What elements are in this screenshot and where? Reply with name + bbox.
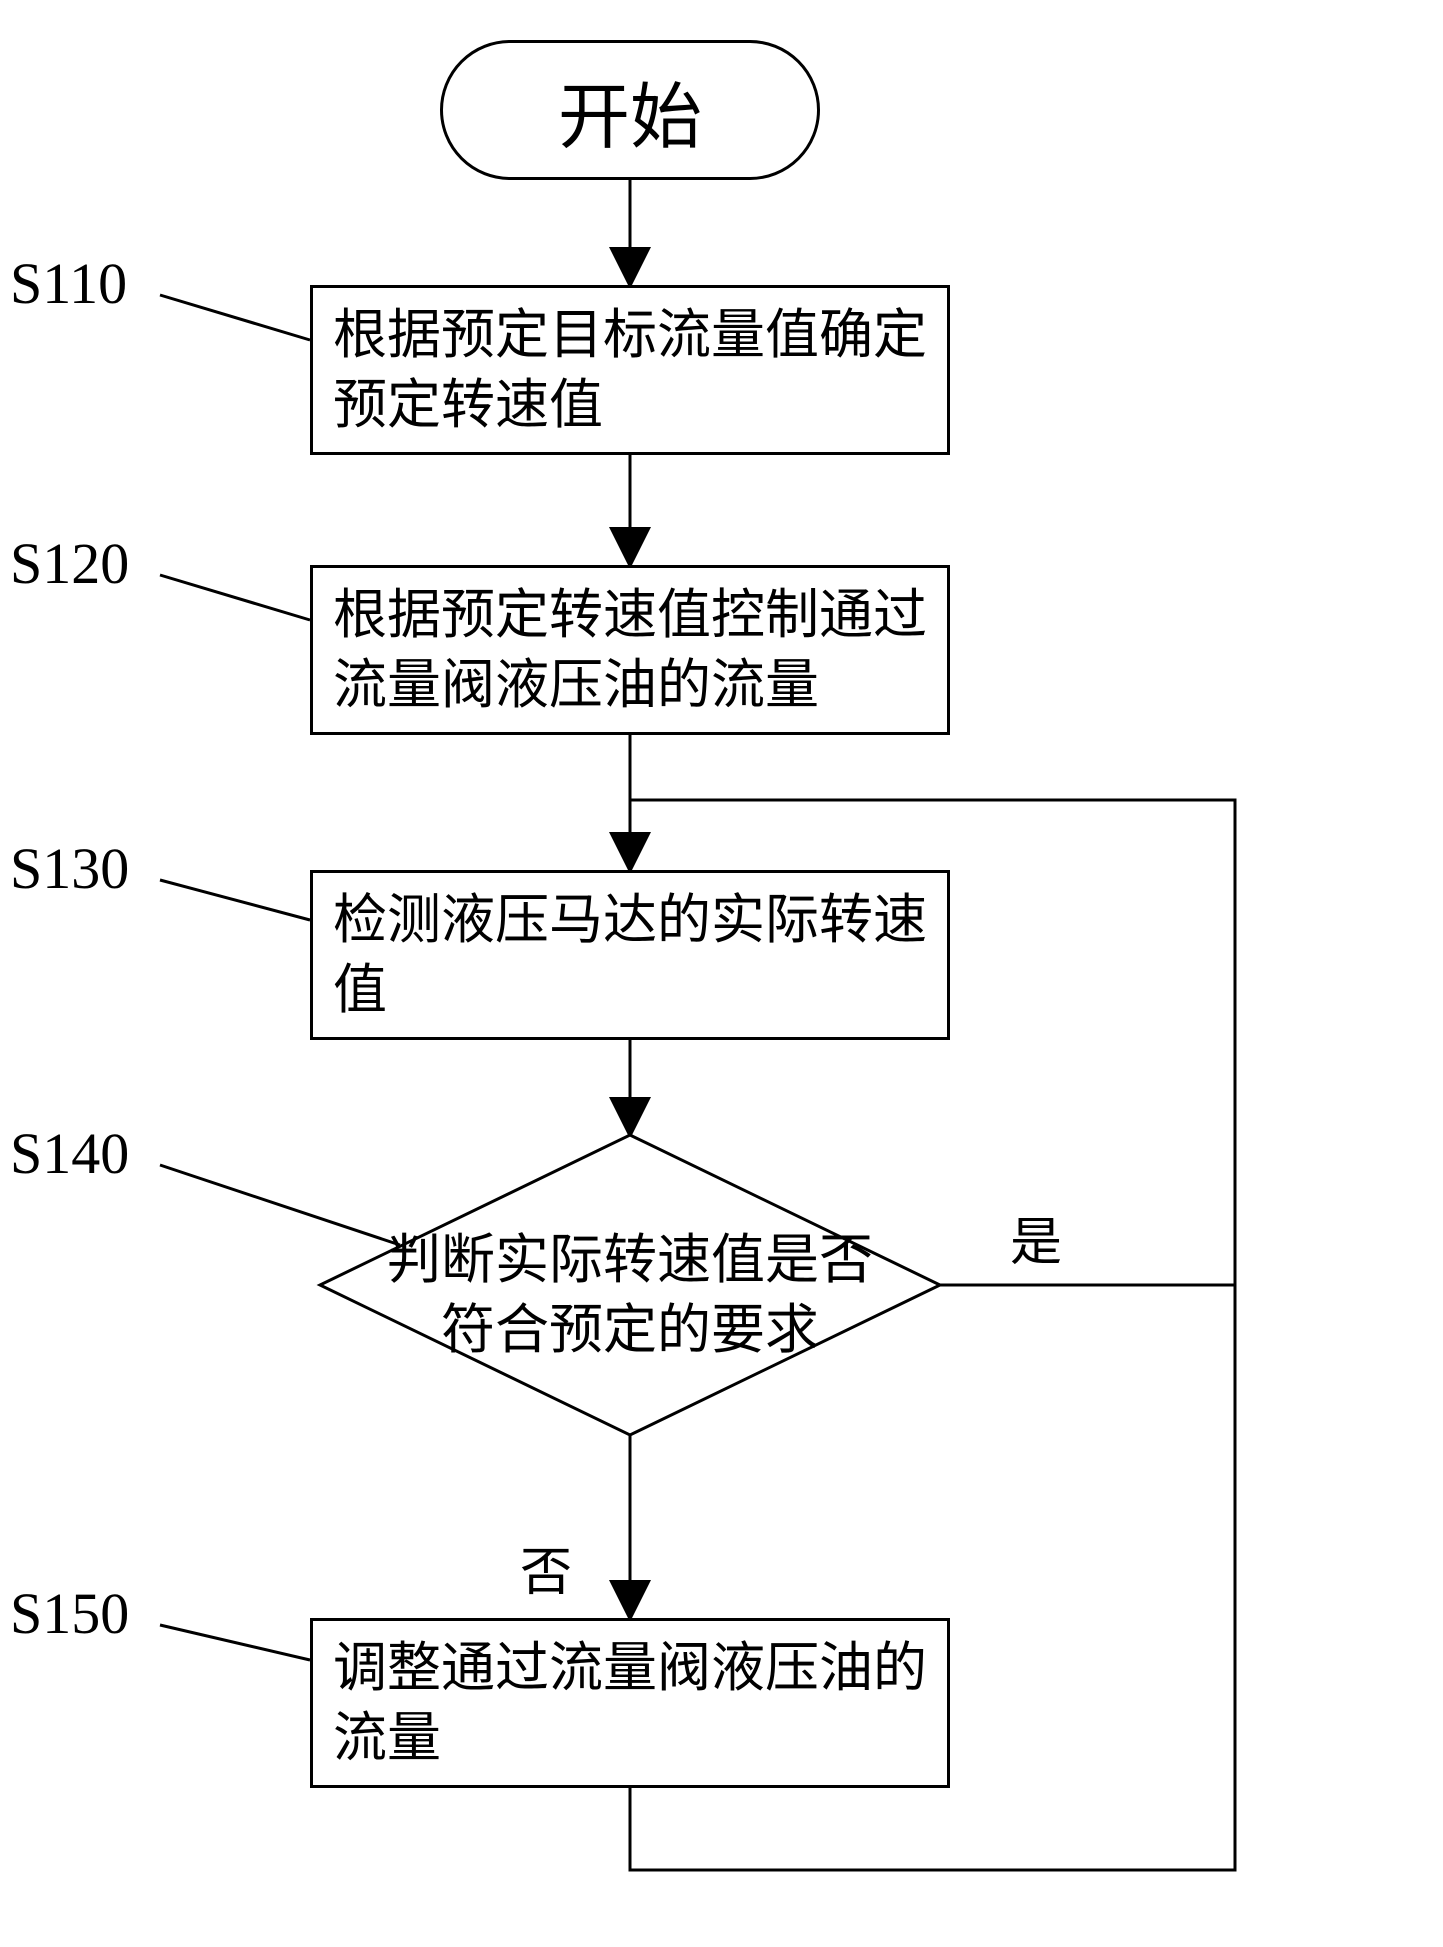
step-label-s140: S140: [10, 1120, 129, 1187]
node-s110-text: 根据预定目标流量值确定预定转速值: [333, 300, 927, 440]
node-s150: 调整通过流量阀液压油的流量: [310, 1618, 950, 1788]
node-start: 开始: [440, 40, 820, 180]
node-s130: 检测液压马达的实际转速值: [310, 870, 950, 1040]
node-s120-text: 根据预定转速值控制通过流量阀液压油的流量: [333, 580, 927, 720]
node-s150-text: 调整通过流量阀液压油的流量: [333, 1633, 927, 1773]
leader-s150: [160, 1625, 310, 1660]
node-s130-text: 检测液压马达的实际转速值: [333, 885, 927, 1025]
step-label-s130: S130: [10, 835, 129, 902]
leader-s120: [160, 575, 310, 620]
node-s110: 根据预定目标流量值确定预定转速值: [310, 285, 950, 455]
step-label-s150: S150: [10, 1580, 129, 1647]
node-s120: 根据预定转速值控制通过流量阀液压油的流量: [310, 565, 950, 735]
leader-s140: [160, 1165, 400, 1245]
leader-s130: [160, 880, 310, 920]
node-start-text: 开始: [558, 58, 702, 163]
edge-label-no: 否: [520, 1530, 572, 1605]
node-s140-text: 判断实际转速值是否符合预定的要求: [370, 1225, 890, 1365]
edge-label-yes: 是: [1010, 1200, 1062, 1275]
step-label-s110: S110: [10, 250, 127, 317]
step-label-s120: S120: [10, 530, 129, 597]
leader-s110: [160, 295, 310, 340]
flowchart-container: 开始 S110 根据预定目标流量值确定预定转速值 S120 根据预定转速值控制通…: [0, 0, 1443, 1947]
